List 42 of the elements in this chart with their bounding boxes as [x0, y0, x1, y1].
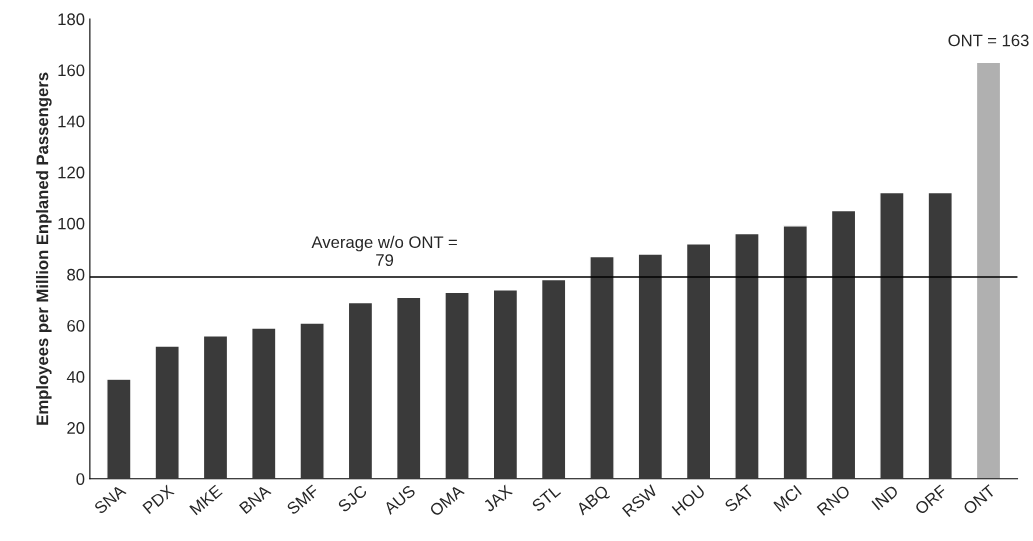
bar [685, 243, 712, 479]
x-tick-label: ORF [914, 484, 948, 516]
bar [879, 191, 905, 479]
bar [251, 327, 277, 479]
y-tick-label: 160 [58, 64, 85, 77]
x-tick-label: OMA [428, 484, 465, 517]
y-axis-title: Employees per Million Enplaned Passengers [36, 72, 52, 425]
x-tick-label: MCI [773, 484, 802, 512]
bar [299, 322, 325, 479]
bar [444, 291, 470, 479]
annotation: ONT = 163 [948, 34, 1029, 47]
bar [637, 253, 664, 479]
bar [347, 301, 374, 479]
x-tick-label: STL [531, 484, 562, 513]
x-tick-label: SAT [723, 484, 755, 513]
y-tick-label: 40 [66, 371, 85, 383]
y-tick-label: 100 [58, 217, 85, 230]
ref-line-label: Average w/o ONT = 79 [311, 235, 457, 266]
bar [734, 232, 760, 479]
bar [782, 225, 809, 479]
x-tick-label: SJC [337, 484, 368, 513]
y-tick-label: 120 [58, 166, 85, 179]
x-tick-label: IND [871, 484, 900, 511]
y-tick-label: 140 [58, 115, 85, 128]
y-tick-label: 80 [67, 268, 85, 281]
bar [202, 335, 229, 479]
bar [492, 289, 519, 479]
bar [975, 61, 1002, 479]
bar [927, 191, 953, 479]
y-tick-label: 0 [76, 473, 85, 485]
bar [154, 345, 180, 479]
bar [106, 378, 132, 479]
bar [540, 278, 567, 479]
y-tick-label: 60 [67, 319, 85, 332]
y-tick-label: 20 [67, 422, 85, 434]
x-tick-label: BNA [238, 484, 272, 515]
x-tick-label: JAX [482, 484, 513, 513]
bar [589, 255, 615, 479]
bar [830, 209, 857, 479]
x-tick-label: SNA [93, 484, 127, 515]
bar [395, 296, 422, 479]
y-tick-label: 180 [58, 13, 85, 26]
